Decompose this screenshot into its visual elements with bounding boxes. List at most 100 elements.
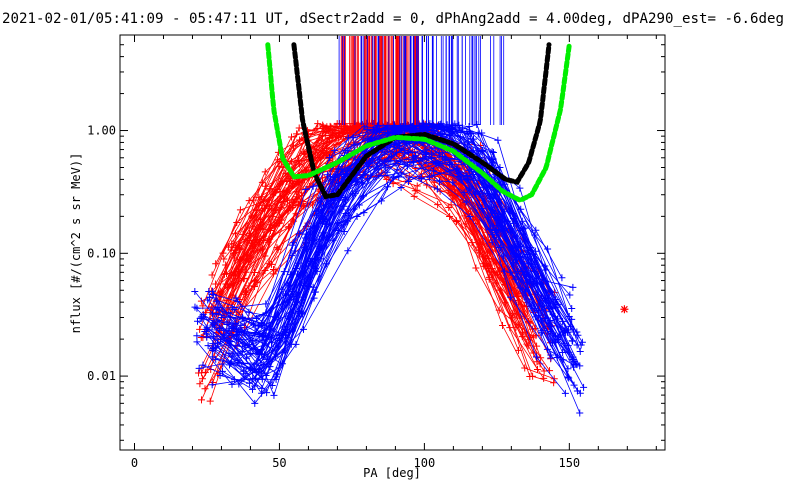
blue-data-point	[217, 314, 225, 322]
blue-data-point	[340, 221, 348, 229]
y-axis-label: nflux [#/(cm^2 s sr MeV)]	[69, 153, 83, 334]
blue-profile-line	[199, 156, 542, 404]
blue-data-point	[405, 149, 413, 157]
red-data-point	[274, 245, 282, 253]
blue-data-point	[238, 348, 246, 356]
blue-data-point	[228, 352, 236, 360]
blue-data-point	[488, 238, 496, 246]
fit-curves	[265, 42, 572, 203]
red-data-point	[201, 385, 209, 393]
red-data-point	[323, 149, 331, 157]
blue-data-point	[523, 251, 531, 259]
red-data-point	[236, 206, 244, 214]
blue-data-point	[558, 274, 566, 282]
blue-data-point	[321, 215, 329, 223]
blue-data-point	[268, 382, 276, 390]
red-data-point	[523, 340, 531, 348]
blue-data-point	[523, 270, 531, 278]
red-data-point	[208, 271, 216, 279]
blue-data-point	[580, 383, 588, 391]
blue-data-point	[569, 283, 577, 291]
blue-data-point	[435, 178, 443, 186]
blue-data-point	[204, 296, 212, 304]
blue-data-point	[489, 149, 497, 157]
blue-data-point	[195, 364, 203, 372]
blue-data-point	[397, 169, 405, 177]
blue-data-point	[211, 344, 219, 352]
blue-data-point	[494, 136, 502, 144]
blue-data-point	[220, 330, 228, 338]
blue-data-point	[435, 158, 443, 166]
blue-data-point	[565, 374, 573, 382]
red-data-point	[410, 192, 418, 200]
red-data-point	[289, 198, 297, 206]
blue-data-point	[469, 170, 477, 178]
red-data-point	[275, 163, 283, 171]
blue-data-point	[258, 389, 266, 397]
blue-data-point	[576, 362, 584, 370]
blue-data-point	[500, 267, 508, 275]
blue-data-point	[344, 247, 352, 255]
red-data-point	[224, 243, 232, 251]
red-data-point	[326, 122, 334, 130]
blue-data-point	[544, 245, 552, 253]
red-data-point	[257, 246, 265, 254]
blue-data-point	[349, 134, 357, 142]
blue-data-point	[291, 282, 299, 290]
red-data-point	[296, 178, 304, 186]
red-data-point	[224, 283, 232, 291]
blue-data-point	[232, 294, 240, 302]
blue-pa-ticks	[338, 36, 505, 125]
blue-data-point	[266, 354, 274, 362]
blue-data-point	[235, 380, 243, 388]
blue-data-point	[273, 370, 281, 378]
blue-data-point	[389, 124, 397, 132]
blue-data-point	[566, 291, 574, 299]
blue-data-point	[209, 320, 217, 328]
blue-data-point	[463, 176, 471, 184]
blue-data-point	[387, 157, 395, 165]
blue-data-point	[565, 326, 573, 334]
red-data-point	[222, 261, 230, 269]
blue-data-point	[404, 177, 412, 185]
red-data-point	[528, 325, 536, 333]
blue-data-point	[246, 349, 254, 357]
red-data-point	[550, 379, 558, 387]
blue-profile-line	[214, 160, 575, 362]
red-data-point	[282, 187, 290, 195]
red-data-point	[319, 121, 327, 129]
y-tick-label: 0.01	[87, 369, 116, 383]
red-data-point	[280, 188, 288, 196]
red-data-point	[296, 136, 304, 144]
red-data-point	[288, 133, 296, 141]
blue-data-point	[301, 243, 309, 251]
blue-data-point	[516, 184, 524, 192]
outlier-marker	[620, 305, 629, 314]
blue-data-point	[263, 389, 271, 397]
blue-data-point	[359, 180, 367, 188]
red-data-point	[246, 229, 254, 237]
blue-data-point	[483, 189, 491, 197]
blue-data-point	[242, 370, 250, 378]
red-data-point	[261, 182, 269, 190]
x-tick-label: 100	[414, 456, 436, 470]
blue-data-point	[364, 175, 372, 183]
blue-data-point	[506, 268, 514, 276]
blue-data-point	[255, 349, 263, 357]
red-data-point	[413, 182, 421, 190]
blue-data-point	[334, 170, 342, 178]
red-data-point	[319, 174, 327, 182]
red-data-point	[266, 221, 274, 229]
blue-data-point	[302, 186, 310, 194]
red-data-point	[298, 202, 306, 210]
blue-data-point	[513, 238, 521, 246]
red-profile-set	[195, 119, 558, 405]
red-pa-ticks	[340, 36, 419, 125]
red-data-point	[198, 375, 206, 383]
red-data-point	[355, 127, 363, 135]
blue-data-point	[569, 355, 577, 363]
blue-data-point	[428, 126, 436, 134]
blue-data-point	[310, 288, 318, 296]
blue-data-point	[228, 304, 236, 312]
blue-data-point	[199, 361, 207, 369]
